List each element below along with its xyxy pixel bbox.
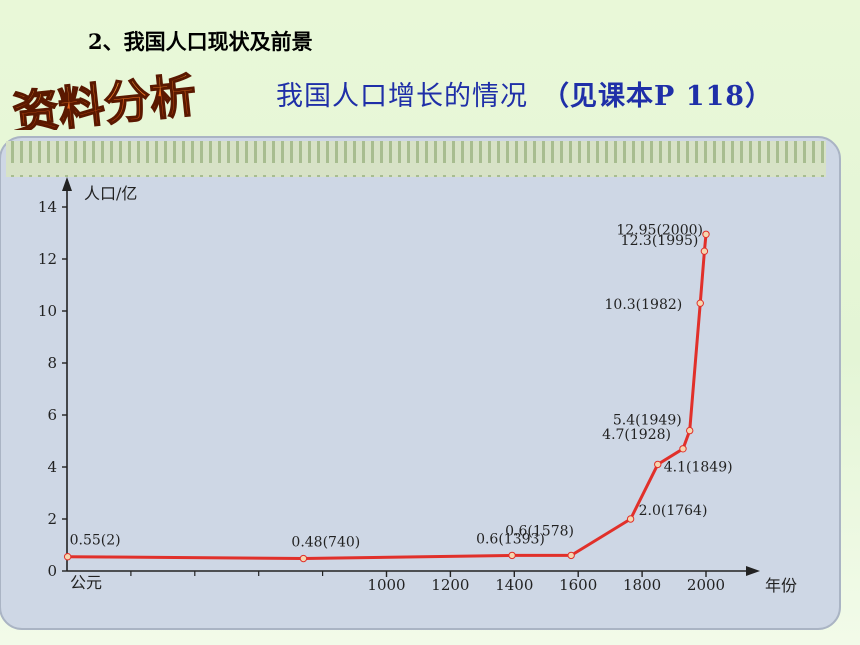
data-point [696, 299, 704, 307]
subtitle-text: 我国人口增长的情况 [276, 81, 528, 112]
x-tick-label: 1600 [559, 576, 597, 594]
x-ticks: 1000 1200 1400 1600 1800 2000 [130, 571, 725, 594]
y-axis-label: 人口/亿 [84, 184, 137, 203]
panel-background [0, 136, 841, 630]
x-tick-label: 1400 [495, 576, 533, 594]
y-tick-label: 0 [47, 562, 57, 580]
data-label: 0.48(740) [291, 535, 360, 551]
y-tick-label: 6 [47, 406, 57, 424]
data-point [508, 551, 516, 560]
y-axis-arrow [62, 177, 72, 191]
panel-header-strip [6, 141, 826, 177]
data-point [299, 554, 308, 563]
data-point [686, 426, 694, 435]
y-ticks: 0 2 4 6 8 10 12 14 [38, 198, 67, 580]
x-tick-label: 2000 [687, 576, 725, 594]
badge-label: 资料分析 [10, 68, 199, 130]
data-label: 12.95(2000) [616, 222, 703, 238]
y-tick-label: 4 [47, 458, 57, 476]
x-tick-label: 1000 [367, 576, 405, 594]
data-point [626, 515, 635, 523]
y-tick-label: 8 [47, 354, 57, 372]
data-label: 2.0(1764) [639, 503, 708, 519]
data-point [63, 553, 72, 561]
x-axis-arrow [746, 566, 760, 576]
chart-panel: 人口/亿 年份 公元 0 2 4 6 8 10 12 14 1000 1200 1400 1600 1… [0, 133, 842, 633]
y-tick-label: 10 [38, 302, 57, 320]
data-point [702, 230, 710, 239]
data-point [567, 551, 575, 560]
x-origin-label: 公元 [70, 573, 102, 592]
y-tick-label: 12 [38, 250, 57, 268]
data-label: 0.55(2) [70, 533, 121, 549]
data-label: 0.6(1578) [505, 523, 574, 539]
chart-subtitle: 我国人口增长的情况 （见课本P 118） [276, 74, 773, 113]
y-tick-label: 14 [38, 198, 57, 216]
x-tick-label: 1200 [431, 576, 469, 594]
data-analysis-badge: 资料分析 [9, 68, 199, 130]
data-point [700, 247, 709, 255]
data-label: 10.3(1982) [605, 297, 683, 313]
textbook-reference: （见课本P 118） [542, 81, 774, 112]
x-axis-label: 年份 [765, 576, 797, 595]
data-point [654, 460, 662, 469]
y-tick-label: 2 [47, 510, 57, 528]
x-tick-label: 1800 [623, 576, 661, 594]
data-label: 4.1(1849) [664, 459, 733, 475]
data-label: 0.6(1393) [476, 531, 545, 547]
data-label: 4.7(1928) [602, 427, 671, 443]
data-label: 5.4(1949) [613, 413, 682, 429]
annotation-labels: 0.55(2) 0.48(740) 0.6(1393)0.6(1578) 2.0(17… [70, 222, 733, 550]
series-group [63, 230, 710, 563]
section-heading: 2、我国人口现状及前景 [88, 29, 313, 54]
data-point [679, 445, 687, 453]
data-label: 12.3(1995) [621, 233, 699, 249]
